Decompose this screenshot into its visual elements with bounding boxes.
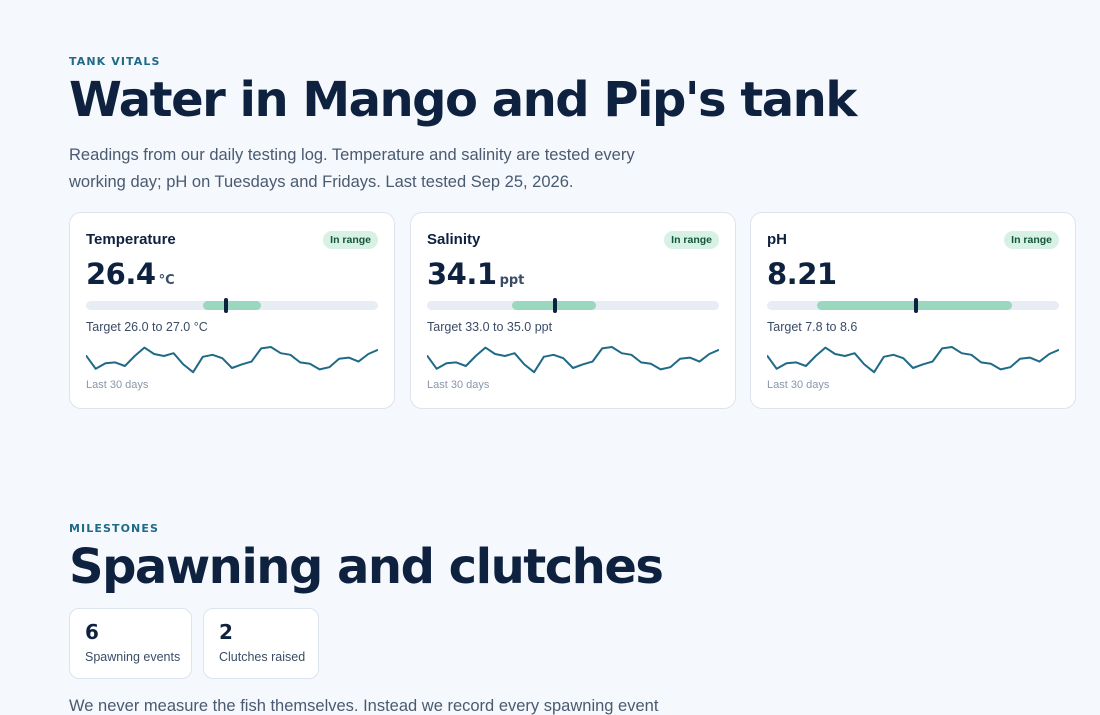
range-track	[767, 298, 1059, 313]
reading: 8.21	[767, 257, 840, 291]
salinity-card: Salinity In range 34.1 ppt Target 33.0 to…	[410, 212, 736, 409]
reading-value: 26.4	[86, 257, 156, 291]
section-eyebrow-tank-vitals: TANK VITALS	[69, 55, 161, 68]
vitals-description: Readings from our daily testing log. Tem…	[69, 146, 635, 191]
ph-card: pH In range 8.21 Target 7.8 to 8.6 Last …	[750, 212, 1076, 409]
trend-sparkline	[767, 346, 1059, 374]
reading: 34.1 ppt	[427, 257, 524, 291]
target-range-label: Target 33.0 to 35.0 ppt	[427, 320, 553, 334]
status-badge: In range	[1004, 231, 1059, 249]
trend-line	[86, 346, 378, 374]
reading-value: 8.21	[767, 257, 837, 291]
stat-value: 6	[85, 620, 99, 644]
trend-sparkline	[427, 346, 719, 374]
period-label: Last 30 days	[767, 379, 830, 391]
current-value-marker	[224, 298, 229, 313]
metric-name: pH	[767, 231, 787, 248]
stat-label: Clutches raised	[219, 650, 306, 664]
stat-clutches-raised: 2 Clutches raised	[203, 608, 319, 679]
trend-line	[767, 346, 1059, 374]
period-label: Last 30 days	[427, 379, 490, 391]
stat-value: 2	[219, 620, 233, 644]
metric-name: Salinity	[427, 231, 481, 248]
reading-unit: ppt	[499, 273, 525, 288]
section-title: Spawning and clutches	[69, 539, 664, 595]
period-label: Last 30 days	[86, 379, 149, 391]
stat-label: Spawning events	[85, 650, 181, 664]
target-range-label: Target 26.0 to 27.0 °C	[86, 320, 208, 334]
trend-line	[427, 346, 719, 374]
trend-sparkline	[86, 346, 378, 374]
target-range-label: Target 7.8 to 8.6	[767, 320, 858, 334]
target-range-band	[202, 301, 262, 310]
metric-name: Temperature	[86, 231, 176, 248]
vitals-cards: Temperature In range 26.4 °C Target 26.0 …	[69, 212, 1077, 409]
range-track	[86, 298, 378, 313]
reading-value: 34.1	[427, 257, 497, 291]
status-badge: In range	[323, 231, 378, 249]
page-title: Water in Mango and Pip's tank	[69, 72, 857, 128]
stat-spawning-events: 6 Spawning events	[69, 608, 192, 679]
reading: 26.4 °C	[86, 257, 175, 291]
temperature-card: Temperature In range 26.4 °C Target 26.0 …	[69, 212, 395, 409]
range-track	[427, 298, 719, 313]
reading-unit: °C	[158, 273, 175, 288]
current-value-marker	[913, 298, 918, 313]
status-badge: In range	[664, 231, 719, 249]
section-eyebrow-milestones: MILESTONES	[69, 522, 159, 535]
milestones-description: We never measure the fish themselves. In…	[69, 697, 659, 715]
current-value-marker	[553, 298, 558, 313]
